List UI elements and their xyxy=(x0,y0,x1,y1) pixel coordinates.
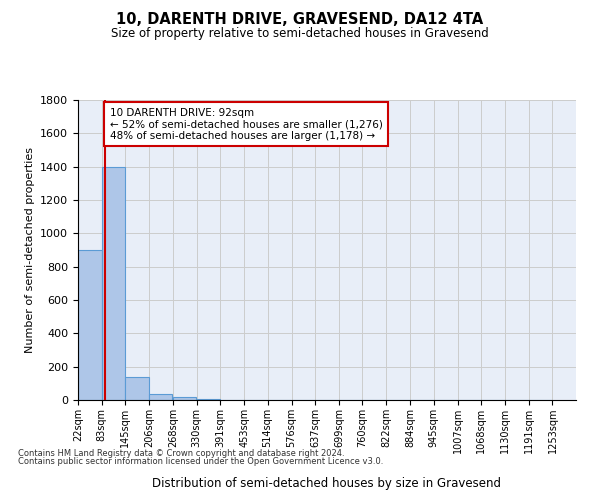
Text: 10, DARENTH DRIVE, GRAVESEND, DA12 4TA: 10, DARENTH DRIVE, GRAVESEND, DA12 4TA xyxy=(116,12,484,28)
Bar xyxy=(125,376,149,400)
Text: Size of property relative to semi-detached houses in Gravesend: Size of property relative to semi-detach… xyxy=(111,28,489,40)
Text: 10 DARENTH DRIVE: 92sqm
← 52% of semi-detached houses are smaller (1,276)
48% of: 10 DARENTH DRIVE: 92sqm ← 52% of semi-de… xyxy=(110,108,382,140)
Y-axis label: Number of semi-detached properties: Number of semi-detached properties xyxy=(25,147,35,353)
Text: Contains public sector information licensed under the Open Government Licence v3: Contains public sector information licen… xyxy=(18,457,383,466)
Bar xyxy=(78,250,101,400)
Bar xyxy=(101,166,125,400)
Bar xyxy=(197,399,220,400)
Text: Contains HM Land Registry data © Crown copyright and database right 2024.: Contains HM Land Registry data © Crown c… xyxy=(18,448,344,458)
Bar xyxy=(149,394,172,400)
Bar xyxy=(173,396,196,400)
Text: Distribution of semi-detached houses by size in Gravesend: Distribution of semi-detached houses by … xyxy=(152,477,502,490)
